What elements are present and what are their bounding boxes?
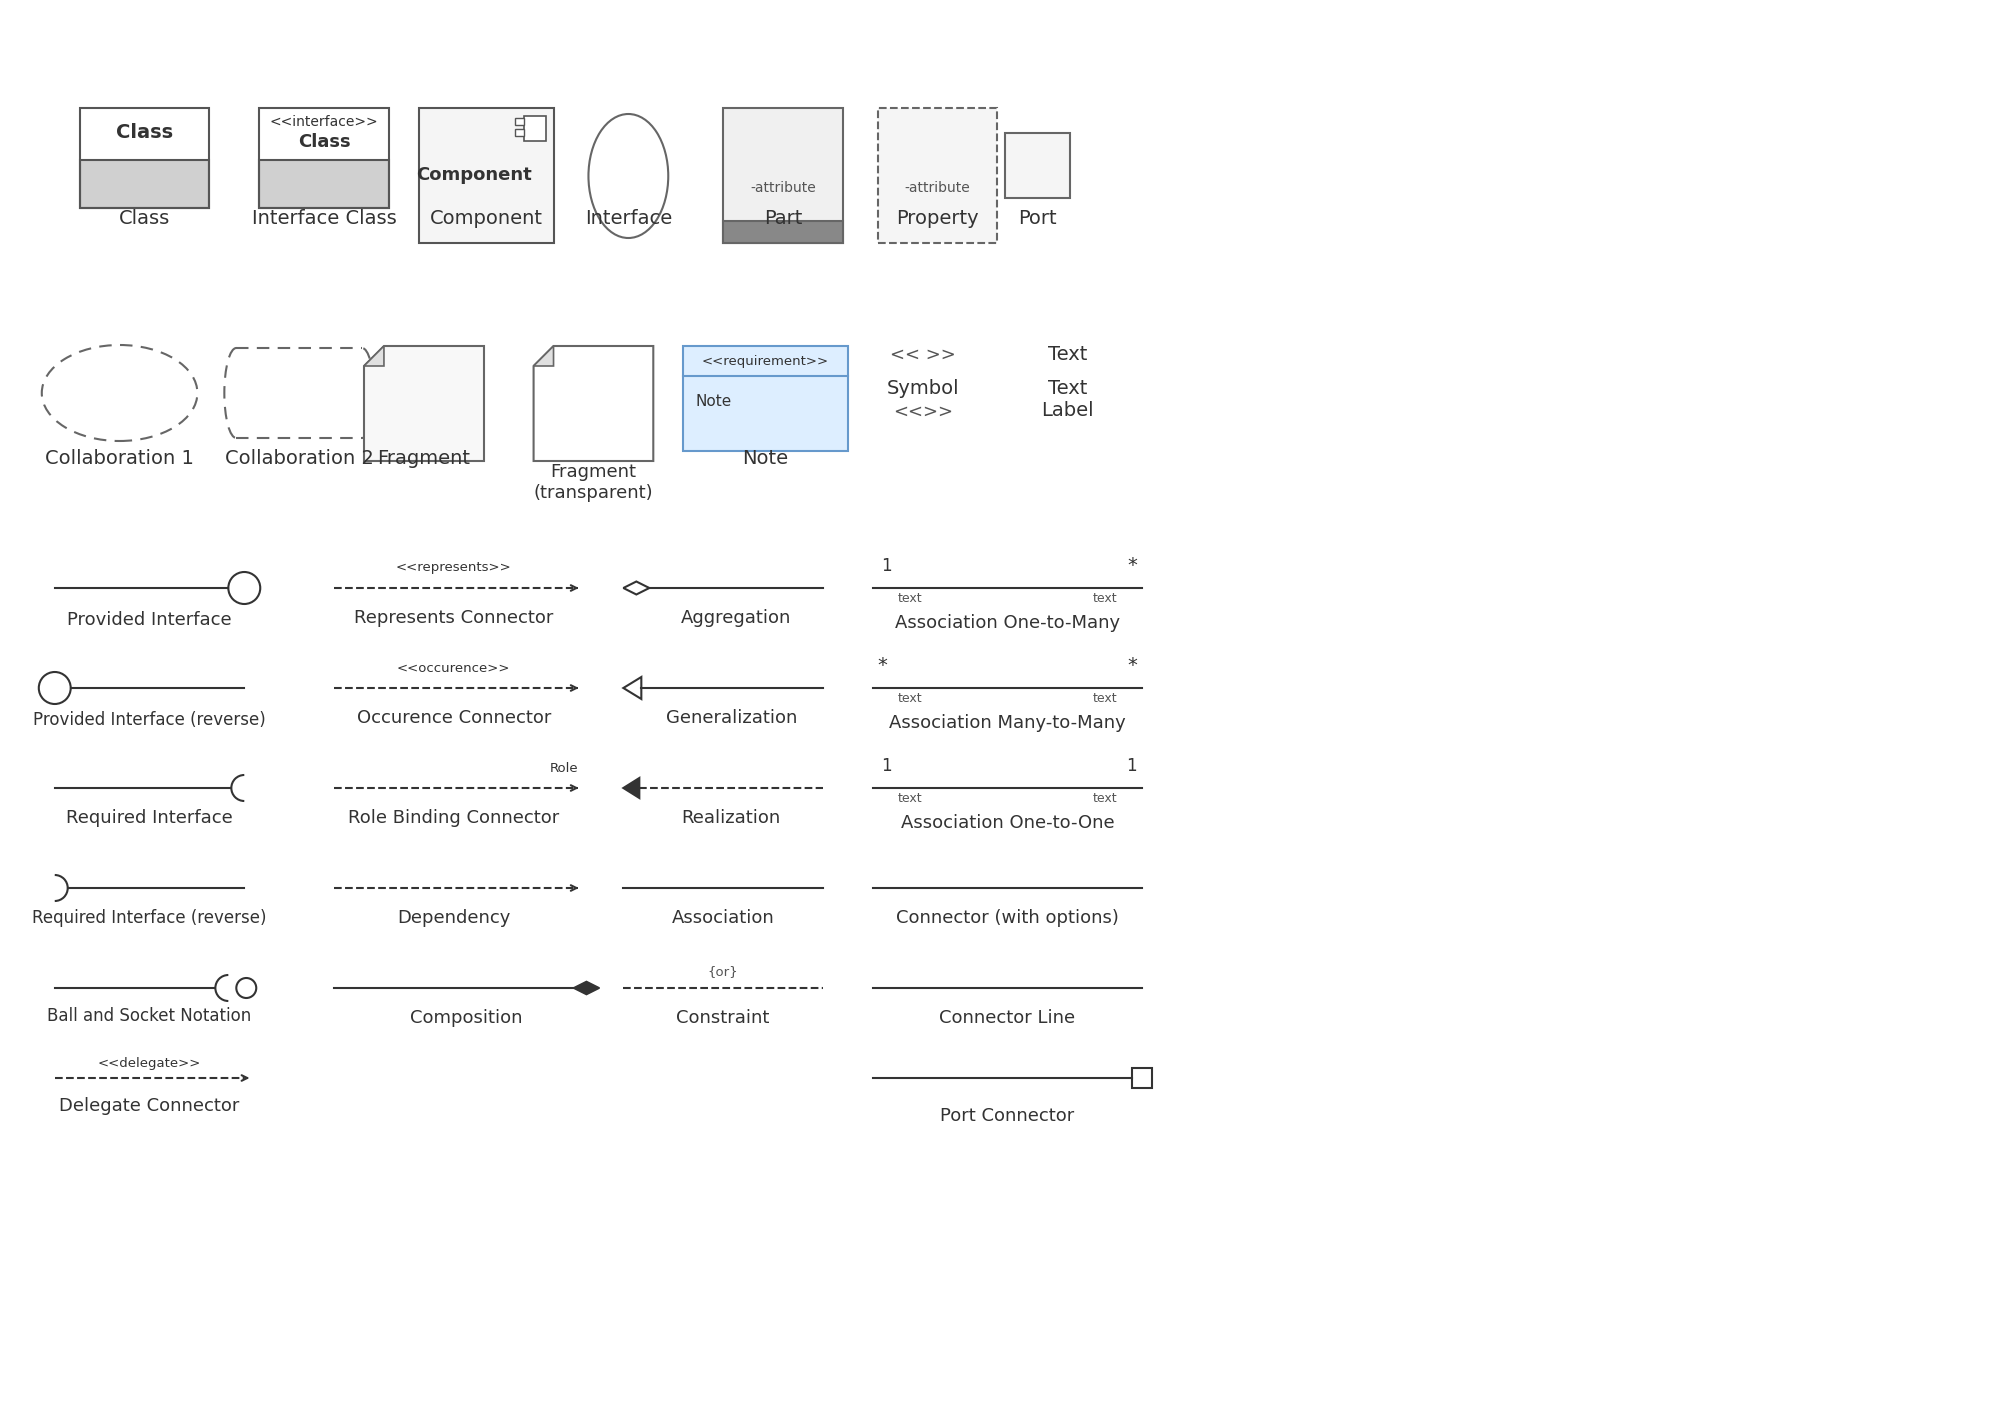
Bar <box>80 160 209 208</box>
Text: <<interface>>: <<interface>> <box>269 115 379 129</box>
Polygon shape <box>573 981 599 994</box>
Bar <box>722 108 842 242</box>
Text: text: text <box>898 692 922 705</box>
Text: Collaboration 2: Collaboration 2 <box>225 448 373 468</box>
Text: Text: Text <box>1047 346 1087 364</box>
Text: Provided Interface: Provided Interface <box>68 611 233 630</box>
Text: Class: Class <box>118 208 170 227</box>
Text: Aggregation: Aggregation <box>680 608 790 627</box>
Text: Property: Property <box>896 208 978 227</box>
Text: text: text <box>1093 591 1117 604</box>
Text: text: text <box>1093 692 1117 705</box>
Polygon shape <box>624 778 640 798</box>
Text: Association Many-to-Many: Association Many-to-Many <box>888 715 1125 732</box>
Ellipse shape <box>229 571 261 604</box>
Text: Class: Class <box>116 122 172 142</box>
Text: Interface Class: Interface Class <box>251 208 397 227</box>
Text: Represents Connector: Represents Connector <box>355 608 553 627</box>
Text: Ball and Socket Notation: Ball and Socket Notation <box>48 1007 251 1025</box>
Text: *: * <box>1127 556 1137 576</box>
Text: *: * <box>878 657 886 675</box>
Text: Generalization: Generalization <box>666 709 798 727</box>
Text: text: text <box>898 591 922 604</box>
Text: Dependency: Dependency <box>397 909 509 927</box>
Polygon shape <box>363 346 383 366</box>
Text: <<>>: <<>> <box>892 403 952 421</box>
Text: Port Connector: Port Connector <box>940 1107 1075 1124</box>
Text: Realization: Realization <box>682 810 780 827</box>
Text: Fragment
(transparent): Fragment (transparent) <box>533 464 654 502</box>
Text: <<delegate>>: <<delegate>> <box>98 1056 200 1069</box>
Bar <box>515 129 523 136</box>
Text: Connector (with options): Connector (with options) <box>896 909 1119 927</box>
Text: Component: Component <box>417 166 531 184</box>
Text: Text: Text <box>1047 379 1087 397</box>
Bar <box>1005 133 1069 199</box>
Text: Occurence Connector: Occurence Connector <box>357 709 551 727</box>
Text: Association One-to-Many: Association One-to-Many <box>894 614 1119 632</box>
Text: 1: 1 <box>880 757 890 776</box>
Bar <box>515 118 523 125</box>
Text: Symbol: Symbol <box>886 379 958 397</box>
Bar <box>878 108 996 242</box>
Text: Connector Line: Connector Line <box>938 1010 1075 1027</box>
Text: -attribute: -attribute <box>904 182 970 196</box>
Text: Role: Role <box>549 761 577 774</box>
Text: Label: Label <box>1041 400 1093 420</box>
Text: Fragment: Fragment <box>377 448 469 468</box>
Text: <<represents>>: <<represents>> <box>395 562 511 574</box>
Text: Interface: Interface <box>583 208 672 227</box>
Bar <box>419 108 553 242</box>
Text: -attribute: -attribute <box>750 182 816 196</box>
Text: Role Binding Connector: Role Binding Connector <box>349 810 559 827</box>
Text: <<requirement>>: <<requirement>> <box>702 354 828 367</box>
Text: 1: 1 <box>1127 757 1137 776</box>
Text: <<occurence>>: <<occurence>> <box>397 662 511 675</box>
Text: Part: Part <box>764 208 802 227</box>
Bar <box>80 108 209 208</box>
PathPatch shape <box>363 346 483 461</box>
Text: Delegate Connector: Delegate Connector <box>60 1098 239 1115</box>
Bar <box>684 346 848 451</box>
Bar <box>259 108 389 208</box>
Text: Required Interface: Required Interface <box>66 810 233 827</box>
Text: Required Interface (reverse): Required Interface (reverse) <box>32 909 267 927</box>
Text: Note: Note <box>742 448 788 468</box>
Text: 1: 1 <box>880 557 890 576</box>
Text: Collaboration 1: Collaboration 1 <box>46 448 194 468</box>
Text: Association: Association <box>672 909 774 927</box>
Bar <box>259 160 389 208</box>
Ellipse shape <box>38 672 70 703</box>
Polygon shape <box>533 346 553 366</box>
Bar <box>722 221 842 242</box>
Text: Provided Interface (reverse): Provided Interface (reverse) <box>34 710 267 729</box>
Text: Association One-to-One: Association One-to-One <box>900 814 1113 832</box>
Text: Component: Component <box>429 208 543 227</box>
Bar <box>523 116 545 140</box>
Text: Note: Note <box>696 394 732 408</box>
Text: {or}: {or} <box>708 966 738 978</box>
Text: Constraint: Constraint <box>676 1010 770 1027</box>
Text: text: text <box>898 791 922 804</box>
Text: Class: Class <box>297 133 351 150</box>
Text: text: text <box>1093 791 1117 804</box>
Text: *: * <box>1127 657 1137 675</box>
Bar <box>1131 1068 1151 1088</box>
Text: Composition: Composition <box>411 1010 523 1027</box>
Text: << >>: << >> <box>890 346 954 364</box>
Text: Port: Port <box>1019 208 1057 227</box>
